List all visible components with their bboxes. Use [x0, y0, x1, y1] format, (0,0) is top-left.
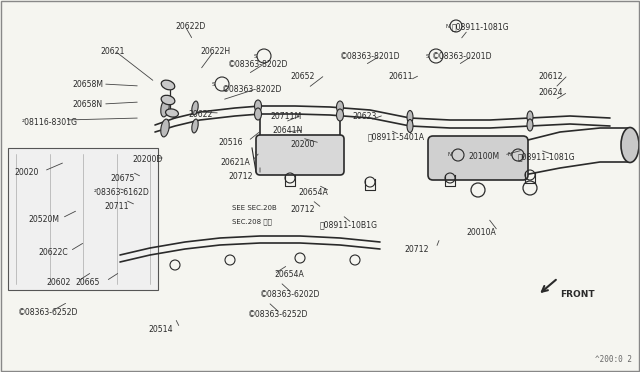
- Text: 20623: 20623: [352, 112, 376, 121]
- Text: 20624: 20624: [538, 88, 563, 97]
- Text: ²08116-8301G: ²08116-8301G: [22, 118, 78, 127]
- Ellipse shape: [337, 101, 344, 113]
- Text: ©08363-6252D: ©08363-6252D: [248, 310, 308, 319]
- Text: 20200D: 20200D: [132, 155, 163, 164]
- Ellipse shape: [407, 110, 413, 124]
- Ellipse shape: [255, 108, 262, 120]
- Text: ©08363-8201D: ©08363-8201D: [340, 52, 401, 61]
- Text: 20711: 20711: [104, 202, 129, 211]
- Text: ©08363-6202D: ©08363-6202D: [260, 290, 321, 299]
- FancyBboxPatch shape: [256, 135, 344, 175]
- Ellipse shape: [161, 95, 175, 105]
- Text: 20712: 20712: [228, 172, 253, 181]
- Text: 20641N: 20641N: [272, 126, 302, 135]
- Text: 20621A: 20621A: [220, 158, 250, 167]
- Text: 20622H: 20622H: [200, 47, 230, 56]
- Ellipse shape: [161, 80, 175, 90]
- Text: 20654A: 20654A: [274, 270, 304, 279]
- Text: SEC.208 小小: SEC.208 小小: [232, 218, 272, 225]
- Text: 20622: 20622: [188, 110, 212, 119]
- Text: FRONT: FRONT: [560, 290, 595, 299]
- Text: 20611: 20611: [388, 72, 413, 81]
- Text: 20665: 20665: [75, 278, 99, 287]
- Text: S: S: [211, 81, 215, 87]
- Text: ©08363-8202D: ©08363-8202D: [228, 60, 289, 69]
- Text: S: S: [426, 54, 429, 58]
- Ellipse shape: [527, 111, 533, 123]
- Text: 20711M: 20711M: [270, 112, 301, 121]
- Text: ⓝ08911-1081G: ⓝ08911-1081G: [518, 152, 575, 161]
- Ellipse shape: [527, 119, 533, 131]
- Ellipse shape: [192, 101, 198, 115]
- Ellipse shape: [161, 119, 169, 137]
- Bar: [8, 148, 158, 290]
- Text: 20658M: 20658M: [72, 80, 103, 89]
- Text: 20622C: 20622C: [38, 248, 68, 257]
- Ellipse shape: [192, 119, 198, 133]
- Ellipse shape: [255, 100, 262, 112]
- FancyBboxPatch shape: [428, 136, 528, 180]
- Ellipse shape: [166, 109, 179, 117]
- Text: ²08363-6162D: ²08363-6162D: [94, 188, 150, 197]
- Text: ©08363-8202D: ©08363-8202D: [222, 85, 282, 94]
- Text: 20520M: 20520M: [28, 215, 59, 224]
- Ellipse shape: [337, 109, 344, 121]
- Text: N: N: [448, 153, 452, 157]
- Text: 20621: 20621: [100, 47, 125, 56]
- Text: 20602: 20602: [46, 278, 70, 287]
- Text: 20516: 20516: [218, 138, 243, 147]
- Text: 20010A: 20010A: [466, 228, 496, 237]
- Text: 20652: 20652: [290, 72, 314, 81]
- Text: 20200: 20200: [290, 140, 314, 149]
- Text: ⓝ08911-1081G: ⓝ08911-1081G: [452, 22, 509, 31]
- Text: ©08363-6252D: ©08363-6252D: [18, 308, 79, 317]
- Text: 20612: 20612: [538, 72, 563, 81]
- Text: N: N: [446, 23, 450, 29]
- Text: ©08363-0201D: ©08363-0201D: [432, 52, 493, 61]
- Text: 20675: 20675: [110, 174, 134, 183]
- Text: 20020: 20020: [14, 168, 38, 177]
- Text: 20658N: 20658N: [72, 100, 102, 109]
- Text: ⓝ08911-10B1G: ⓝ08911-10B1G: [320, 220, 378, 229]
- Ellipse shape: [161, 99, 169, 117]
- Text: 20100M: 20100M: [468, 152, 499, 161]
- Text: N: N: [508, 153, 512, 157]
- Text: SEE SEC.20B: SEE SEC.20B: [232, 205, 276, 211]
- Ellipse shape: [407, 119, 413, 132]
- Text: 20712: 20712: [290, 205, 314, 214]
- Text: 20514: 20514: [148, 325, 173, 334]
- Text: S: S: [253, 54, 257, 58]
- Text: 20654A: 20654A: [298, 188, 328, 197]
- Ellipse shape: [621, 128, 639, 163]
- Text: ⓝ08911-5401A: ⓝ08911-5401A: [368, 132, 425, 141]
- Text: 20712: 20712: [404, 245, 429, 254]
- Text: ^200:0 2: ^200:0 2: [595, 355, 632, 364]
- Text: 20622D: 20622D: [175, 22, 205, 31]
